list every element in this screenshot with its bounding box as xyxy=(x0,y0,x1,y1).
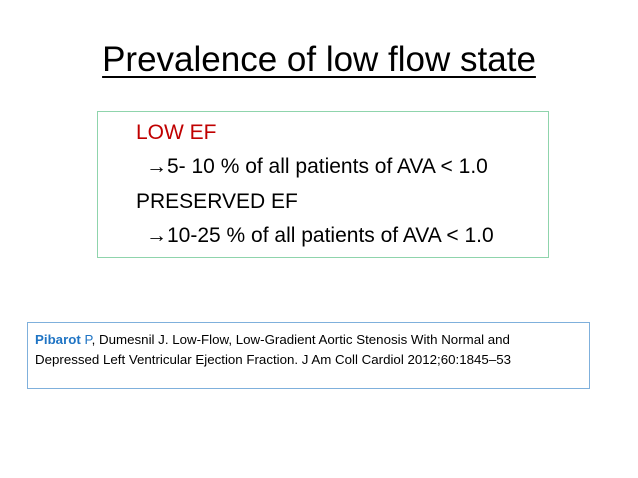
preserved-ef-stat: →10-25 % of all patients of AVA < 1.0 xyxy=(146,223,494,249)
preserved-ef-text: 10-25 % of all patients of AVA < 1.0 xyxy=(167,224,494,247)
low-ef-text: 5- 10 % of all patients of AVA < 1.0 xyxy=(167,155,488,178)
prevalence-box: LOW EF →5- 10 % of all patients of AVA <… xyxy=(97,111,549,258)
title-text: Prevalence of low flow state xyxy=(102,40,536,79)
arrow-right-icon: → xyxy=(146,155,167,178)
reference-line-2: Depressed Left Ventricular Ejection Frac… xyxy=(35,352,511,367)
reference-author: Pibarot xyxy=(35,332,81,347)
reference-box: Pibarot P, Dumesnil J. Low-Flow, Low-Gra… xyxy=(27,322,590,389)
low-ef-stat: →5- 10 % of all patients of AVA < 1.0 xyxy=(146,154,488,180)
reference-line-1-text: , Dumesnil J. Low-Flow, Low-Gradient Aor… xyxy=(91,332,510,347)
low-ef-heading: LOW EF xyxy=(136,121,217,144)
arrow-right-icon: → xyxy=(146,224,167,247)
reference-line-1: Pibarot P, Dumesnil J. Low-Flow, Low-Gra… xyxy=(35,330,511,350)
preserved-ef-heading: PRESERVED EF xyxy=(136,190,298,213)
reference-author-initial: P xyxy=(80,332,92,347)
reference-citation: Pibarot P, Dumesnil J. Low-Flow, Low-Gra… xyxy=(35,330,511,370)
slide-title: Prevalence of low flow state xyxy=(0,38,638,82)
